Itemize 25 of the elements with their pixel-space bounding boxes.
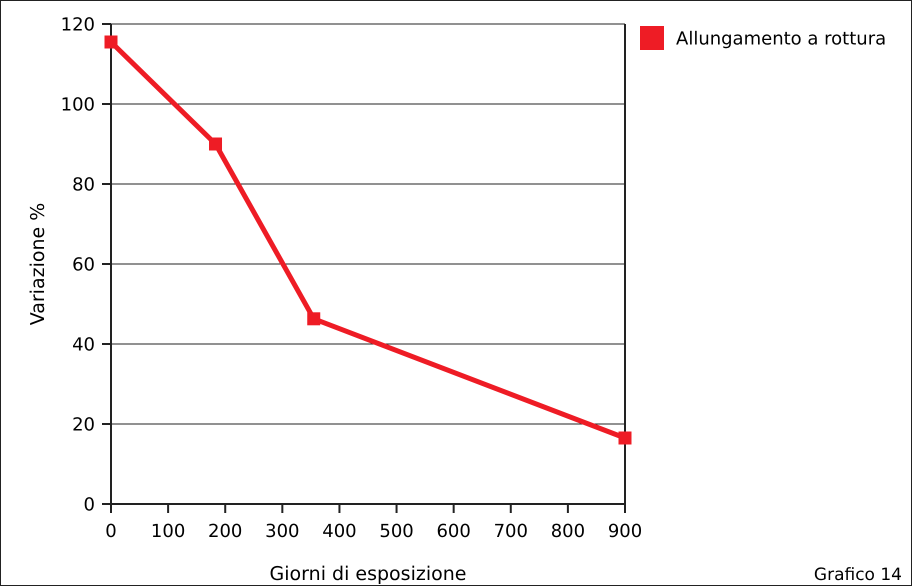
- x-tick-label: 400: [322, 521, 357, 542]
- point: [307, 312, 320, 326]
- point: [104, 36, 118, 48]
- x-tick-label: 600: [436, 521, 471, 542]
- y-tick-label: 120: [60, 14, 95, 36]
- y-tick-label: 100: [60, 94, 95, 116]
- y-tick-label: 20: [72, 414, 95, 436]
- x-tick-label: 800: [550, 521, 586, 542]
- point: [209, 138, 222, 150]
- x-tick-label: 100: [150, 521, 186, 542]
- y-tick-label: 40: [72, 334, 95, 356]
- y-tick-label: 60: [72, 254, 95, 276]
- x-tick-label: 0: [105, 521, 117, 542]
- x-tick-label: 200: [208, 521, 242, 542]
- x-tick-label: 500: [379, 521, 414, 542]
- x-tick-label: 900: [608, 521, 642, 542]
- x-tick-label: 300: [265, 521, 300, 542]
- x-axis-title: Giorni di esposizione: [270, 563, 466, 585]
- y-tick-label: 0: [84, 494, 95, 516]
- text: Grafico 14: [814, 565, 902, 585]
- x-tick-label: 700: [494, 521, 528, 542]
- y-axis-title: Variazione %: [27, 202, 49, 326]
- y-tick-label: 80: [72, 174, 95, 196]
- legend-label: Allungamento a rottura: [676, 28, 886, 50]
- point: [618, 432, 632, 444]
